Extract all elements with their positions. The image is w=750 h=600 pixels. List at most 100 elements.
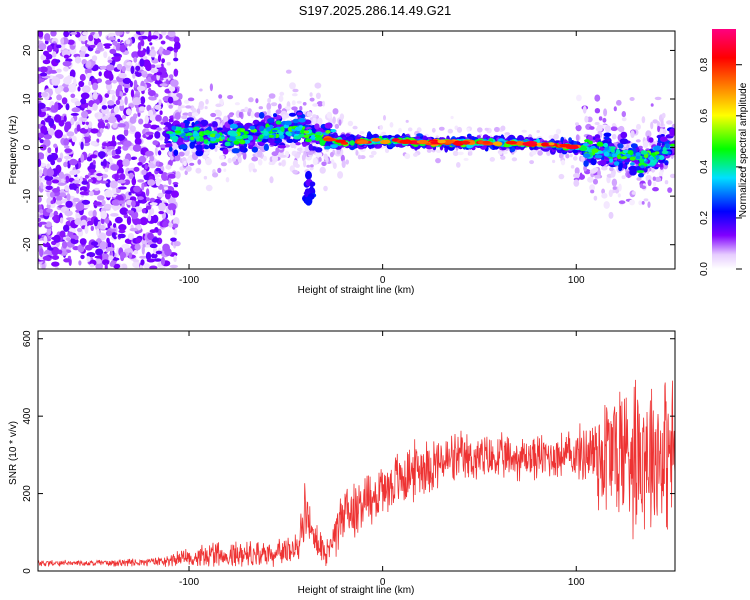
spectrogram-cell — [648, 137, 654, 143]
spectrogram-cell — [617, 154, 621, 160]
spectrogram-cell — [143, 263, 150, 269]
spectrogram-cell — [214, 109, 221, 114]
spectrogram-cell — [39, 248, 44, 258]
spectrogram-cell — [63, 155, 72, 160]
spectrogram-cell — [149, 197, 156, 202]
spectrogram-cell — [168, 177, 172, 185]
spectrogram-cell — [345, 159, 350, 165]
spectrogram-cell — [570, 165, 575, 169]
spectrogram-cell — [99, 224, 105, 230]
spectrogram-cell — [618, 183, 622, 192]
spectrogram-cell — [50, 200, 55, 205]
spectrogram-cell — [46, 168, 55, 177]
spectrogram-cell — [42, 167, 48, 176]
spectrogram-cell — [257, 149, 263, 158]
spectrogram-cell — [223, 168, 227, 172]
spectrogram-cell — [43, 134, 52, 140]
spectrogram-cell — [641, 201, 645, 205]
spectrogram-cell — [167, 203, 177, 211]
spectrogram-cell — [104, 263, 108, 269]
spectrogram-cell — [642, 140, 649, 149]
spectrogram-cell — [162, 220, 168, 228]
spectrogram-cell — [636, 170, 645, 174]
spectrogram-cell — [359, 131, 365, 135]
spectrogram-cell — [123, 83, 132, 89]
spectrogram-cell — [278, 162, 282, 166]
spectrogram-cell — [171, 190, 179, 198]
spectrogram-cell — [59, 217, 64, 224]
spectrogram-cell — [117, 38, 121, 43]
spectrogram-cell — [109, 89, 116, 95]
spectrogram-cell — [305, 138, 312, 143]
spectrogram-cell — [96, 138, 100, 143]
spectrogram-cell — [142, 59, 151, 68]
spectrogram-cell — [155, 167, 161, 172]
spectrogram-cell — [98, 151, 106, 159]
spectrogram-cell — [56, 44, 62, 49]
spectrogram-cell — [126, 210, 135, 214]
spectrogram-cell — [145, 131, 154, 136]
spectrogram-cell — [132, 73, 136, 79]
y-tick-label: 200 — [22, 485, 33, 502]
spectrogram-cell — [316, 101, 324, 107]
spectrogram-cell — [148, 109, 154, 117]
colorbar: 0.0 0.2 0.4 0.6 0.8 Normalized spectral ampl… — [699, 29, 749, 276]
spectrogram-cell — [315, 131, 322, 135]
spectrogram-cell — [116, 63, 123, 70]
spectrogram-cell — [217, 167, 222, 174]
spectrogram-cell — [494, 126, 500, 133]
spectrogram-cell — [167, 173, 176, 179]
spectrogram-cell — [635, 155, 641, 160]
spectrogram-cell — [92, 209, 97, 218]
spectrogram-cell — [303, 159, 307, 168]
spectrogram-cell — [310, 134, 316, 139]
spectrogram-cell — [87, 179, 93, 183]
spectrogram-cell — [502, 150, 508, 155]
spectrogram-cell — [463, 157, 469, 161]
spectrogram-cell — [149, 265, 158, 269]
spectrogram-cell — [568, 137, 572, 143]
colorbar-tick-label: 0.8 — [699, 57, 710, 71]
spectrogram-cell — [86, 156, 93, 162]
spectrogram-cell — [649, 162, 656, 166]
spectrogram-cell — [69, 183, 77, 190]
spectrogram-cell — [599, 159, 607, 166]
spectrogram-cell — [602, 117, 607, 123]
spectrogram-cell — [141, 70, 147, 75]
spectrogram-y-label: Frequency (Hz) — [8, 116, 19, 185]
spectrogram-cell — [173, 36, 180, 44]
spectrogram-cell — [205, 184, 213, 192]
spectrogram-cell — [235, 136, 243, 140]
spectrogram-cell — [317, 117, 323, 126]
spectrogram-cell — [306, 111, 313, 117]
spectrogram-cell — [130, 89, 135, 98]
spectrogram-cell — [39, 72, 48, 77]
spectrogram-cell — [119, 44, 127, 53]
spectrogram-cell — [39, 139, 44, 144]
spectrogram-cell — [476, 135, 481, 139]
spectrogram-cell — [84, 225, 89, 234]
spectrogram-cell — [635, 152, 641, 157]
spectrogram-cell — [146, 197, 150, 202]
spectrogram-cell — [234, 102, 240, 106]
spectrogram-cell — [138, 118, 144, 125]
spectrogram-cell — [63, 86, 69, 93]
spectrogram-cell — [652, 181, 657, 187]
spectrogram-cell — [239, 145, 246, 153]
snr-x-ticks: -100 0 100 — [179, 331, 585, 588]
spectrogram-cell — [80, 92, 90, 100]
spectrogram-cell — [233, 161, 239, 166]
spectrogram-cell — [46, 163, 51, 169]
spectrogram-cell — [183, 99, 190, 104]
spectrogram-cell — [70, 31, 78, 35]
spectrogram-cell — [168, 196, 176, 205]
spectrogram-cell — [296, 100, 302, 104]
spectrogram-cell — [304, 196, 313, 206]
spectrogram-cell — [86, 60, 92, 68]
spectrogram-cell — [259, 125, 265, 132]
spectrogram-cell — [337, 171, 344, 179]
spectrogram-cell — [404, 153, 411, 160]
spectrogram-cell — [133, 250, 138, 255]
spectrogram-cell — [63, 31, 70, 38]
spectrogram-cell — [173, 149, 179, 156]
